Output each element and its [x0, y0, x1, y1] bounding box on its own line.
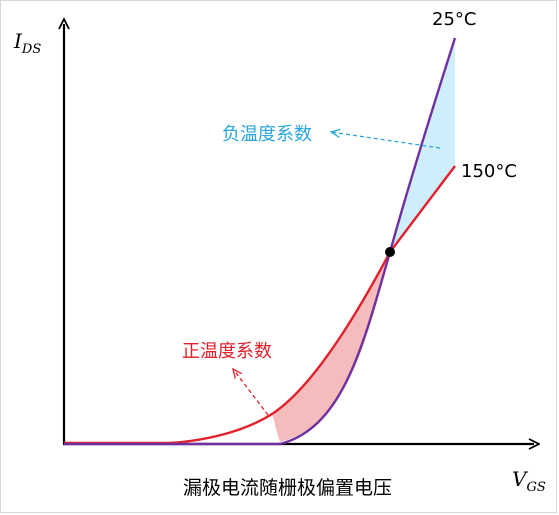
curve-150c	[64, 165, 456, 445]
positive-coefficient-label: 正温度系数	[182, 341, 272, 362]
negative-coefficient-arrow	[329, 128, 441, 149]
crossover-point	[385, 247, 395, 257]
x-axis-label: VGS	[512, 467, 546, 495]
positive-coefficient-arrow	[232, 367, 269, 416]
diagram-caption: 漏极电流随栅极偏置电压	[183, 477, 392, 499]
curve-150c-label: 150°C	[461, 161, 517, 182]
curve-25c-label: 25°C	[432, 9, 476, 30]
negative-coefficient-label: 负温度系数	[222, 124, 312, 145]
y-axis-label: IDS	[13, 29, 41, 57]
positive-coefficient-region	[272, 252, 390, 442]
